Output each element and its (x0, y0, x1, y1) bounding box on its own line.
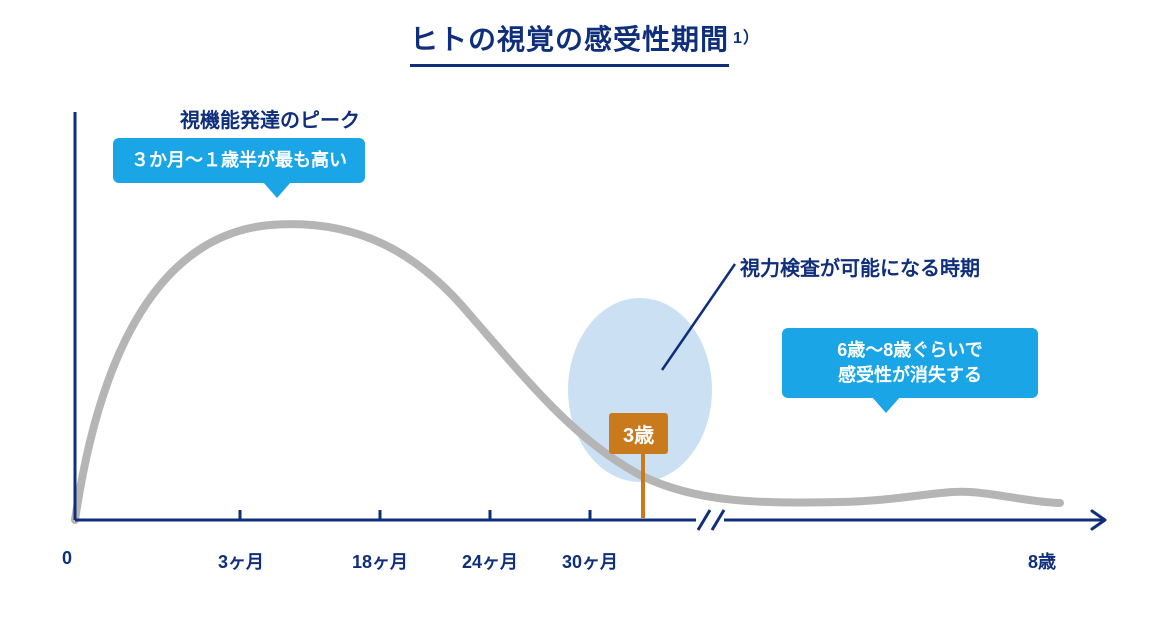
axis-end-label: 8歳 (1028, 548, 1056, 574)
axis-tick-18m: 18ヶ月 (352, 548, 408, 574)
axis-break-slash-1 (698, 510, 710, 530)
chart-stage: ヒトの視覚の感受性期間1） 視機能発達のピーク ３か月〜１歳半が最も高い 視力検… (0, 0, 1170, 626)
exam-possible-label: 視力検査が可能になる時期 (740, 252, 980, 281)
axis-tick-30m: 30ヶ月 (562, 548, 618, 574)
callout-loss: 6歳〜8歳ぐらいで 感受性が消失する (782, 328, 1038, 398)
axis-origin-label: 0 (62, 548, 72, 569)
callout-loss-line1: 6歳〜8歳ぐらいで (837, 340, 982, 360)
callout-tail-icon (872, 397, 900, 413)
peak-label: 視機能発達のピーク (180, 104, 360, 133)
chart-title-sup: 1） (733, 30, 760, 47)
chart-svg (0, 0, 1170, 626)
axis-tick-24m: 24ヶ月 (462, 548, 518, 574)
age-3-marker-stem (641, 452, 645, 518)
axis-break-slash-2 (712, 510, 724, 530)
age-3-marker: 3歳 (609, 413, 668, 454)
chart-title-main: ヒトの視覚の感受性期間 (410, 18, 729, 67)
highlight-ellipse (568, 298, 712, 482)
axis-tick-3m: 3ヶ月 (218, 548, 264, 574)
callout-tail-icon (263, 182, 291, 198)
chart-title: ヒトの視覚の感受性期間1） (0, 18, 1170, 67)
callout-peak-period-text: ３か月〜１歳半が最も高い (131, 150, 347, 170)
callout-loss-line2: 感受性が消失する (838, 365, 982, 385)
callout-peak-period: ３か月〜１歳半が最も高い (113, 138, 365, 183)
